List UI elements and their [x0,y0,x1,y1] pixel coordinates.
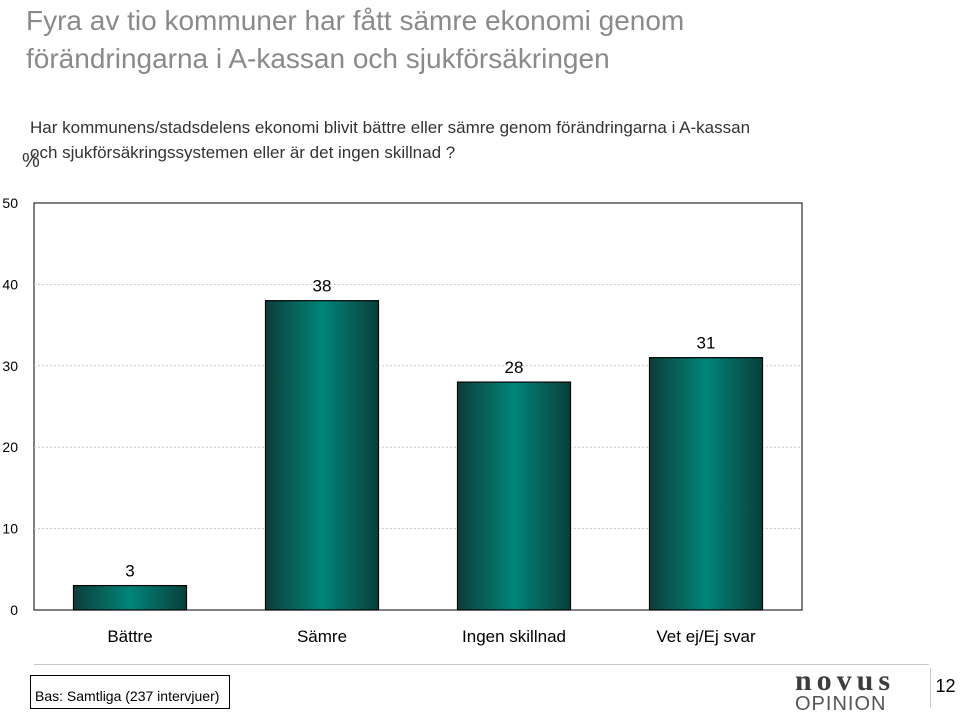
bar [264,300,380,611]
data-label: 38 [313,277,332,296]
y-tick-label: 40 [2,276,18,292]
bar-chart: 0 10 20 30 40 50 3 Bättre 38 Sämre 28 Ingen skillna… [2,195,803,646]
bar [648,357,764,611]
bar [456,381,572,611]
question-line-1: Har kommunens/stadsdelens ekonomi blivit… [30,118,751,137]
y-tick-label: 50 [2,195,18,211]
novus-opinion-logo: novus OPINION [795,664,920,715]
x-category-label: Bättre [107,627,152,646]
labels: 0 10 20 30 40 50 3 Bättre 38 Sämre 28 Ingen skillna… [2,195,756,646]
title-line-1: Fyra av tio kommuner har fått sämre ekon… [26,5,685,36]
data-label: 3 [125,562,134,581]
title-line-2: förändringarna i A-kassan och sjukförsäk… [26,43,610,74]
bars [72,300,764,611]
question-line-2: och sjukförsäkringssystemen eller är det… [30,143,456,162]
data-label: 31 [697,334,716,353]
page-number: 12 [930,668,960,708]
slide-title: Fyra av tio kommuner har fått sämre ekon… [26,2,926,78]
survey-question: Har kommunens/stadsdelens ekonomi blivit… [30,115,910,165]
footer-divider [34,664,929,665]
base-note: Bas: Samtliga (237 intervjuer) [30,675,230,709]
y-axis-unit-label: % [22,150,40,172]
y-tick-label: 0 [10,602,18,618]
logo-wordmark: novus [795,664,896,697]
data-label: 28 [505,358,524,377]
plot-frame [33,202,803,611]
logo-subline: OPINION [795,693,887,715]
y-tick-label: 20 [2,439,18,455]
y-tick-label: 30 [2,358,18,374]
x-category-label: Vet ej/Ej svar [656,627,756,646]
x-category-label: Ingen skillnad [462,627,566,646]
bar [72,584,188,611]
x-category-label: Sämre [297,627,347,646]
y-tick-label: 10 [2,521,18,537]
